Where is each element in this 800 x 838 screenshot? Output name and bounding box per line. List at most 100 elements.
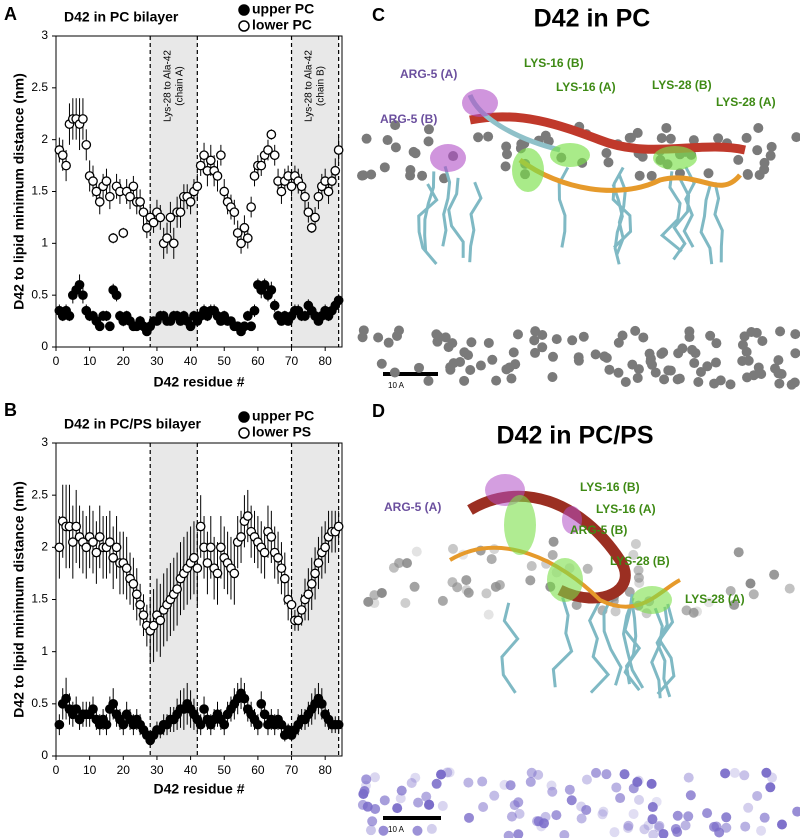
lipid-headgroup xyxy=(406,777,417,788)
residue-label: ARG-5 (B) xyxy=(570,523,627,537)
lipid-headgroup xyxy=(721,822,732,833)
data-point xyxy=(269,300,280,311)
lipid-headgroup xyxy=(413,797,424,808)
lipid-headgroup xyxy=(733,154,744,165)
y-tick-label: 0 xyxy=(41,339,48,353)
lipid-tail xyxy=(655,606,672,698)
region-label: Lys-28 to Ala-42 xyxy=(304,50,315,122)
lipid-headgroup xyxy=(392,803,403,814)
lipid-headgroup xyxy=(687,344,698,355)
data-point xyxy=(128,578,139,589)
data-point xyxy=(104,537,115,547)
data-point xyxy=(300,311,310,321)
data-point xyxy=(155,615,166,626)
lipid-tail xyxy=(551,596,574,688)
lipid-headgroup xyxy=(538,818,549,829)
lipid-headgroup xyxy=(459,375,470,386)
data-point xyxy=(111,290,122,301)
lipid-headgroup xyxy=(566,795,577,806)
data-point xyxy=(121,563,132,574)
panel-letter: C xyxy=(372,5,385,25)
data-point xyxy=(273,552,283,563)
lipid-headgroup xyxy=(748,589,759,600)
lipid-headgroup xyxy=(598,806,609,817)
residue-surface xyxy=(547,558,583,602)
data-point xyxy=(205,155,216,166)
data-point xyxy=(94,532,105,542)
x-tick-label: 50 xyxy=(218,763,232,777)
scale-bar-label: 10 A xyxy=(388,381,405,390)
lipid-headgroup xyxy=(423,375,434,386)
x-tick-label: 30 xyxy=(150,763,164,777)
data-point xyxy=(148,217,159,228)
x-tick-label: 60 xyxy=(251,354,265,368)
lipid-headgroup xyxy=(567,335,578,346)
lipid-headgroup xyxy=(503,830,514,838)
lipid-headgroup xyxy=(573,352,584,363)
lipid-headgroup xyxy=(672,827,683,838)
lipid-tail xyxy=(447,177,465,258)
data-point xyxy=(199,704,209,714)
residue-label: LYS-28 (A) xyxy=(716,95,776,109)
data-point xyxy=(185,321,196,332)
lipid-tail xyxy=(611,183,624,265)
data-point xyxy=(313,558,324,568)
lipid-headgroup xyxy=(379,795,390,806)
data-point xyxy=(333,295,344,306)
data-point xyxy=(135,599,145,610)
x-tick-label: 40 xyxy=(184,354,198,368)
lipid-tail xyxy=(588,601,611,694)
lipid-headgroup xyxy=(615,793,626,804)
lipid-headgroup xyxy=(506,373,517,384)
data-point xyxy=(249,171,260,181)
x-tick-label: 40 xyxy=(184,763,198,777)
lipid-headgroup xyxy=(436,769,447,780)
x-tick-label: 50 xyxy=(218,354,232,368)
residue-label: ARG-5 (A) xyxy=(400,67,457,81)
y-tick-label: 2.5 xyxy=(31,80,48,94)
lipid-headgroup xyxy=(646,778,657,789)
data-point xyxy=(263,145,273,155)
lipid-headgroup xyxy=(388,562,399,573)
data-point xyxy=(236,532,246,542)
data-point xyxy=(216,542,226,553)
lipid-headgroup xyxy=(463,350,474,361)
y-tick-label: 0.5 xyxy=(31,287,48,301)
lipid-tail xyxy=(672,178,691,261)
lipid-headgroup xyxy=(632,372,643,383)
data-point xyxy=(310,568,320,579)
scale-bar-label: 10 A xyxy=(388,825,405,834)
lipid-headgroup xyxy=(536,821,547,832)
lipid-headgroup xyxy=(739,770,750,781)
data-point xyxy=(195,719,206,730)
x-tick-label: 30 xyxy=(150,354,164,368)
lipid-headgroup xyxy=(703,168,714,179)
lipid-headgroup xyxy=(548,536,559,547)
data-point xyxy=(316,698,327,709)
data-point xyxy=(175,207,186,218)
panel-letter: A xyxy=(4,4,17,24)
data-point xyxy=(242,511,253,521)
data-point xyxy=(168,238,179,249)
lipid-headgroup xyxy=(683,811,694,822)
y-tick-label: 3 xyxy=(41,28,48,42)
lipid-tail xyxy=(468,181,483,263)
lipid-headgroup xyxy=(644,348,655,359)
lipid-headgroup xyxy=(619,769,630,780)
data-point xyxy=(276,563,287,574)
data-point xyxy=(108,698,119,709)
lipid-tail xyxy=(656,603,676,696)
y-tick-label: 2.5 xyxy=(31,487,48,501)
x-tick-label: 10 xyxy=(83,354,97,368)
lipid-headgroup xyxy=(769,569,780,580)
lipid-headgroup xyxy=(603,157,614,168)
lipid-headgroup xyxy=(630,325,641,336)
lipid-headgroup xyxy=(365,825,376,836)
lipid-headgroup xyxy=(752,790,763,801)
residue-label: LYS-28 (A) xyxy=(685,592,745,606)
lipid-headgroup xyxy=(506,811,517,822)
y-tick-label: 1 xyxy=(41,644,48,658)
lipid-headgroup xyxy=(638,332,649,343)
